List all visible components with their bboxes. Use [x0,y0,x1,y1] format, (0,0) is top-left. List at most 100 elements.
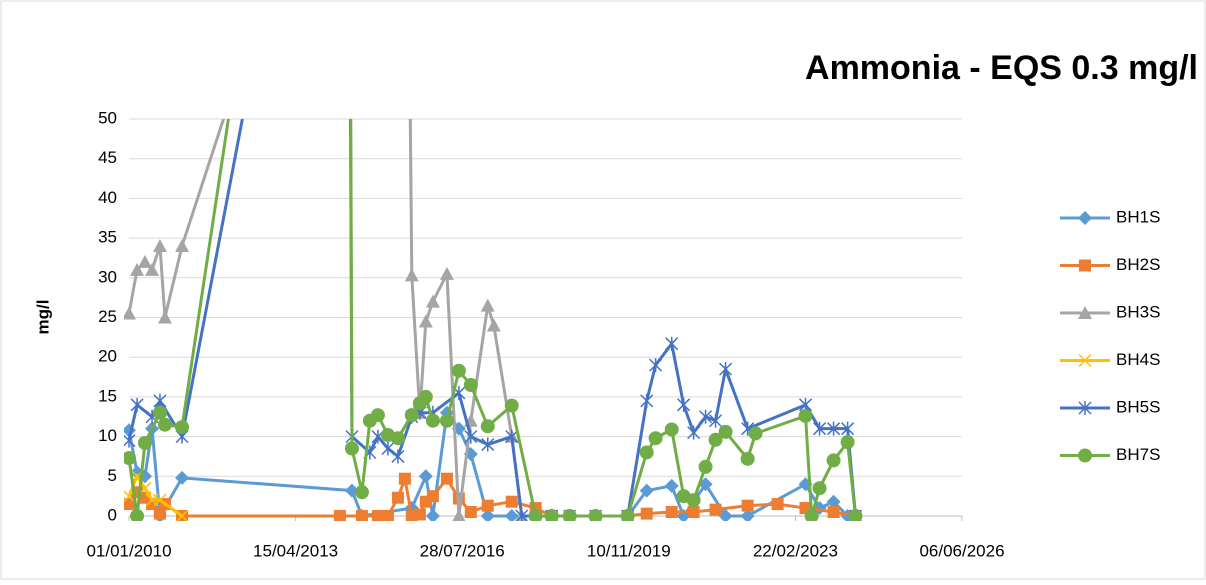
marker [481,437,495,452]
marker [719,362,733,377]
marker [665,506,678,519]
marker [451,363,466,378]
marker [371,510,384,521]
y-tick-label: 0 [108,505,117,524]
y-tick-label: 45 [98,148,117,167]
marker [153,393,167,408]
marker [426,490,439,503]
marker [355,510,368,521]
marker [130,509,145,521]
marker [418,469,433,484]
marker [827,506,840,519]
marker [391,491,404,504]
marker [425,294,440,308]
marker [562,509,577,521]
marker [405,510,418,521]
marker [640,507,653,520]
marker [718,424,733,439]
marker [1078,448,1092,463]
marker [425,413,440,428]
marker [504,509,519,521]
chart-title: Ammonia - EQS 0.3 mg/l [805,49,1198,87]
marker [687,506,700,519]
marker [840,435,855,450]
marker [344,441,359,456]
marker [480,298,495,312]
marker [390,431,405,446]
marker [740,451,755,466]
marker [649,358,663,373]
marker [137,435,152,450]
y-axis-label: mg/l [33,300,52,335]
marker [505,495,518,508]
marker [676,509,691,521]
marker [771,498,784,511]
marker [1079,259,1091,272]
marker [404,268,419,282]
x-tick-label: 28/07/2016 [420,541,505,560]
marker [677,397,691,412]
marker [639,483,654,498]
x-tick-label: 22/02/2023 [753,541,838,560]
marker [686,493,701,508]
marker [1078,353,1092,368]
marker [439,266,454,280]
marker [698,459,713,474]
marker [440,472,453,485]
marker [157,310,172,324]
marker [741,499,754,512]
marker [588,509,603,521]
marker [709,503,722,516]
y-tick-label: 15 [98,386,117,405]
marker [124,498,135,511]
marker [398,472,411,485]
marker [515,509,529,521]
legend-label: BH7S [1116,445,1160,464]
marker [124,433,136,448]
plot-area [124,119,863,521]
marker [175,239,190,253]
marker [813,421,827,436]
x-tick-label: 01/01/2010 [86,541,171,560]
marker [381,441,395,456]
marker [370,408,385,423]
marker [740,509,755,521]
marker [175,470,190,485]
marker [480,419,495,434]
marker [152,239,167,253]
marker [528,509,543,521]
marker [718,509,733,521]
marker [463,377,478,392]
marker [486,318,501,332]
marker [130,262,145,276]
marker [848,509,863,521]
marker [812,481,827,496]
marker [620,509,635,521]
marker [333,510,346,521]
marker [639,445,654,460]
marker [687,425,701,440]
marker [708,432,723,447]
marker [798,408,813,423]
marker [381,510,394,521]
marker [1078,211,1092,225]
marker [418,389,433,404]
legend-label: BH1S [1116,207,1160,226]
x-tick-label: 10/11/2019 [587,541,671,560]
marker [153,507,166,520]
marker [124,306,136,320]
marker [699,409,713,424]
x-tick-label: 06/06/2026 [919,541,1004,560]
legend-label: BH2S [1116,255,1160,274]
marker [640,393,654,408]
marker [664,478,679,493]
marker [748,426,763,441]
marker [157,417,172,432]
marker [665,336,679,351]
marker [418,314,433,328]
y-tick-label: 35 [98,228,117,247]
marker [130,397,144,412]
marker [439,413,454,428]
